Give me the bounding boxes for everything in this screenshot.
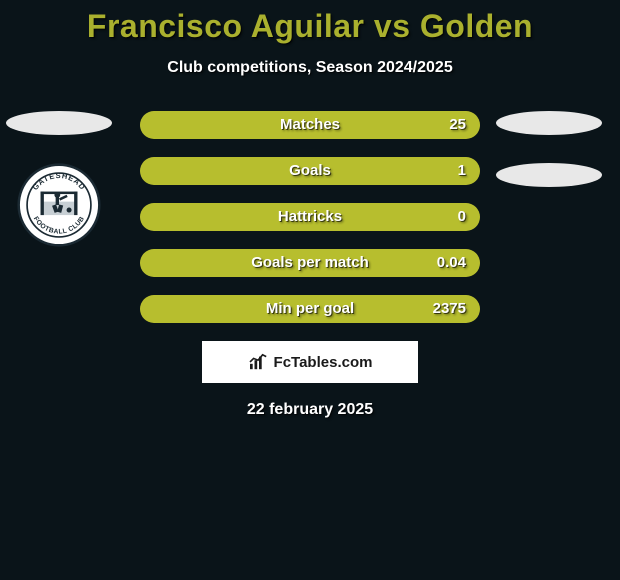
stats-bars: Matches25 Goals1 Hattricks0 Goals per match…	[140, 111, 480, 323]
stat-bar: Goals per match0.04	[140, 249, 480, 277]
stat-value: 0.04	[437, 249, 466, 277]
right-team-column	[496, 111, 602, 215]
stat-value: 0	[458, 203, 466, 231]
footer-brand-text: FcTables.com	[274, 354, 373, 371]
brand-chart-icon	[248, 353, 270, 371]
club2-placeholder-icon	[496, 163, 602, 187]
stat-value: 25	[449, 111, 466, 139]
stat-label: Min per goal	[140, 295, 480, 323]
subtitle: Club competitions, Season 2024/2025	[0, 59, 620, 77]
stat-bar: Goals1	[140, 157, 480, 185]
stat-value: 1	[458, 157, 466, 185]
date-text: 22 february 2025	[0, 401, 620, 419]
page-title: Francisco Aguilar vs Golden	[0, 0, 620, 45]
stat-label: Matches	[140, 111, 480, 139]
footer-brand-box: FcTables.com	[202, 341, 418, 383]
stat-label: Hattricks	[140, 203, 480, 231]
stat-bar: Min per goal2375	[140, 295, 480, 323]
club-badge-icon: GATESHEAD FOOTBALL CLUB	[17, 163, 101, 247]
stat-label: Goals per match	[140, 249, 480, 277]
player2-placeholder-icon	[496, 111, 602, 135]
left-team-column: GATESHEAD FOOTBALL CLUB	[6, 111, 112, 247]
content-area: GATESHEAD FOOTBALL CLUB Matche	[0, 111, 620, 323]
stat-bar: Matches25	[140, 111, 480, 139]
stat-bar: Hattricks0	[140, 203, 480, 231]
stat-label: Goals	[140, 157, 480, 185]
stat-value: 2375	[433, 295, 466, 323]
player1-placeholder-icon	[6, 111, 112, 135]
